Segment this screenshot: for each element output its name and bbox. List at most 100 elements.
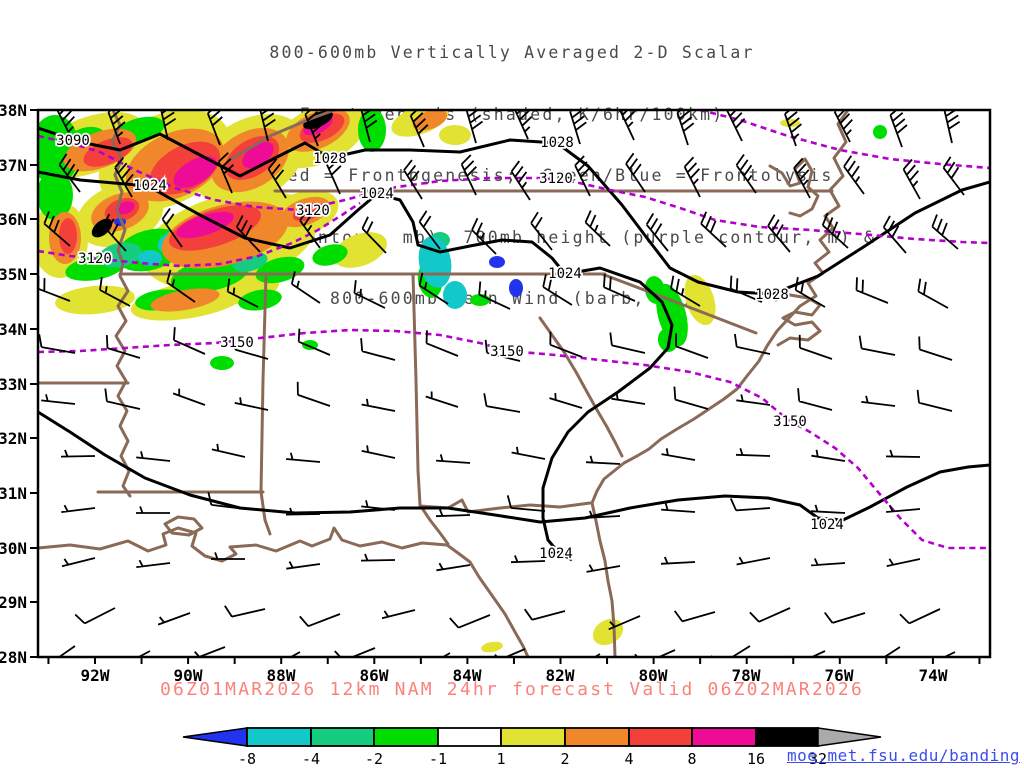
- lat-tick-label: 32N: [0, 429, 27, 448]
- front-shading-blob: [150, 288, 220, 312]
- geo-line: [538, 316, 624, 458]
- geo-line: [38, 526, 530, 657]
- lat-tick-label: 34N: [0, 320, 27, 339]
- map-content: 3090 1024 1028 3120 3120 1024 1028 3120 1024 3150…: [38, 110, 990, 657]
- colorbar-tick-label: -1: [429, 750, 447, 768]
- colorbar-cell: [373, 727, 439, 747]
- front-shading-blob: [439, 125, 471, 145]
- geo-line: [228, 110, 339, 162]
- colorbar: -8 -4 -2 -1 1 2 4 8 16 32: [182, 727, 882, 768]
- front-shading-blob: [481, 641, 503, 653]
- site-link[interactable]: moe.met.fsu.edu/banding: [786, 746, 1020, 765]
- contour-label: 3090: [56, 133, 90, 149]
- lon-tick-label: 88W: [267, 666, 296, 685]
- colorbar-left-arrow: [182, 727, 248, 747]
- lat-tick-label: 36N: [0, 210, 27, 229]
- lat-tick-label: 33N: [0, 375, 27, 394]
- lat-tick-label: 28N: [0, 648, 27, 667]
- front-shading-blob: [210, 356, 234, 370]
- geo-line: [590, 110, 850, 657]
- geo-line: [259, 272, 272, 536]
- contour-label: 3120: [78, 251, 112, 267]
- lat-tick-label: 30N: [0, 539, 27, 558]
- title-line-1: 800-600mb Vertically Averaged 2-D Scalar: [269, 43, 755, 62]
- front-shading-blob: [443, 281, 467, 309]
- contour-label: 1024: [810, 517, 844, 533]
- lon-tick-label: 84W: [453, 666, 482, 685]
- contour-label: 3120: [539, 171, 573, 187]
- colorbar-tick-label: 1: [496, 750, 505, 768]
- colorbar-cell: [246, 727, 312, 747]
- geo-line: [768, 157, 820, 218]
- colorbar-tick-label: 4: [624, 750, 633, 768]
- front-shading-blob: [255, 256, 305, 284]
- colorbar-cell: [564, 727, 630, 747]
- colorbar-tick-label: 8: [687, 750, 696, 768]
- colorbar-tick-label: -2: [365, 750, 383, 768]
- contour-label: 1024: [133, 178, 167, 194]
- contour-label: 1028: [540, 135, 574, 151]
- front-shading-blob: [509, 279, 523, 297]
- front-shading-blob: [489, 256, 505, 268]
- geo-line: [110, 110, 132, 498]
- lat-tick-label: 37N: [0, 156, 27, 175]
- geo-line: [163, 515, 204, 537]
- lon-tick-label: 74W: [919, 666, 948, 685]
- lon-tick-label: 80W: [639, 666, 668, 685]
- geo-lines: [38, 110, 850, 657]
- colorbar-tick-label: 32: [809, 750, 827, 768]
- front-shading-blob: [312, 244, 348, 266]
- lat-tick-label: 29N: [0, 593, 27, 612]
- lon-tick-label: 78W: [732, 666, 761, 685]
- height-contour: [38, 201, 361, 268]
- mslp-contour: [38, 126, 990, 296]
- mslp-contour: [38, 170, 674, 562]
- geo-line: [600, 272, 758, 335]
- front-shading-blob: [38, 170, 73, 220]
- front-shading-blob: [59, 218, 77, 254]
- geo-line: [418, 498, 592, 514]
- colorbar-cell: [437, 727, 502, 747]
- geo-line: [411, 272, 450, 546]
- front-shading-blob: [83, 137, 133, 167]
- lon-tick-label: 82W: [546, 666, 575, 685]
- front-shading: [38, 110, 887, 653]
- contour-label: 1024: [360, 186, 394, 202]
- lon-tick-label: 86W: [360, 666, 389, 685]
- lat-tick-label: 35N: [0, 265, 27, 284]
- front-shading-blob: [55, 285, 135, 315]
- wind-barbs: [38, 110, 965, 657]
- mslp-contour: [38, 410, 990, 524]
- front-shading-blob: [238, 289, 282, 311]
- contour-label: 1028: [313, 151, 347, 167]
- lon-tick-label: 90W: [174, 666, 203, 685]
- colorbar-tick-label: 16: [747, 750, 765, 768]
- front-shading-blob: [91, 218, 113, 238]
- contour-label: 1024: [548, 266, 582, 282]
- colorbar-cell: [628, 727, 693, 747]
- front-shading-blob: [292, 202, 324, 222]
- forecast-validity-text: 06Z01MAR2026 12km NAM 24hr forecast Vali…: [160, 679, 864, 700]
- front-shading-blob: [242, 141, 274, 169]
- lon-tick-label: 76W: [825, 666, 854, 685]
- contour-label: 3120: [296, 203, 330, 219]
- lat-tick-label: 38N: [0, 101, 27, 120]
- lat-tick-label: 31N: [0, 484, 27, 503]
- front-shading-blob: [684, 274, 716, 326]
- colorbar-cell: [691, 727, 757, 747]
- front-shading-blob: [173, 156, 217, 188]
- height-contour: [699, 110, 990, 170]
- contour-label: 3150: [490, 344, 524, 360]
- colorbar-tick-label: -4: [302, 750, 320, 768]
- height-contour: [38, 328, 990, 550]
- colorbar-cell: [500, 727, 566, 747]
- lon-tick-label: 92W: [81, 666, 110, 685]
- front-shading-blob: [592, 618, 624, 646]
- contour-label: 1024: [539, 546, 573, 562]
- contour-label: 1028: [755, 287, 789, 303]
- colorbar-right-arrow: [817, 727, 882, 747]
- contour-label: 3150: [773, 414, 807, 430]
- front-shading-blob: [873, 125, 887, 139]
- colorbar-cell: [755, 727, 819, 747]
